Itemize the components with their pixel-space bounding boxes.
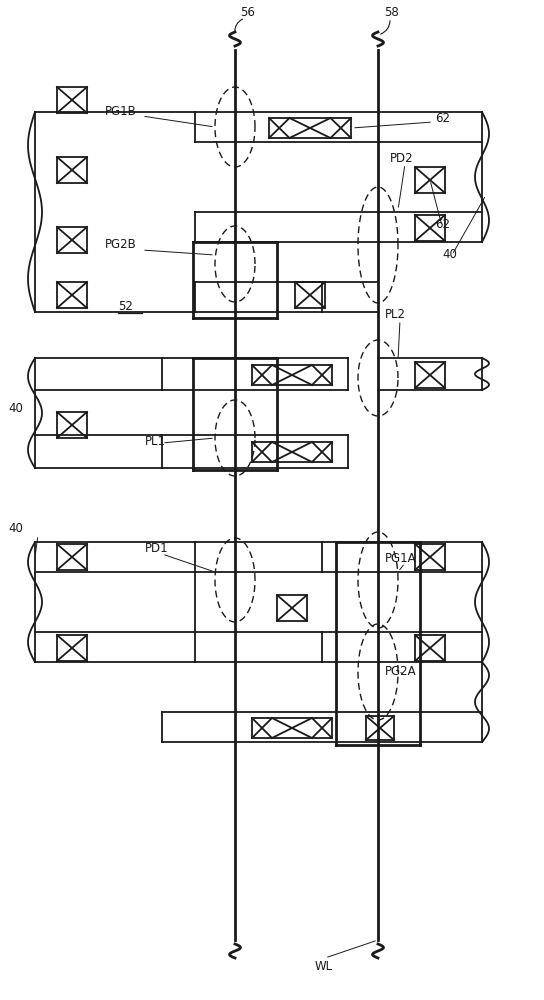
Bar bbox=[415, 362, 445, 388]
Bar bbox=[415, 167, 445, 193]
Bar bbox=[57, 282, 87, 308]
Bar bbox=[57, 157, 87, 183]
Text: PD2: PD2 bbox=[390, 152, 413, 165]
Text: 58: 58 bbox=[385, 6, 399, 19]
Text: 40: 40 bbox=[8, 402, 23, 415]
Bar bbox=[366, 716, 394, 740]
Bar bbox=[269, 118, 351, 138]
Bar bbox=[415, 215, 445, 241]
Text: 52: 52 bbox=[118, 300, 133, 313]
Bar bbox=[252, 442, 332, 462]
Bar bbox=[415, 635, 445, 661]
Bar bbox=[57, 87, 87, 113]
Bar bbox=[252, 365, 332, 385]
Bar bbox=[295, 282, 325, 308]
Text: PD1: PD1 bbox=[145, 542, 169, 555]
Bar bbox=[252, 718, 332, 738]
Bar bbox=[57, 544, 87, 570]
Text: PL2: PL2 bbox=[385, 308, 406, 321]
Text: 56: 56 bbox=[240, 6, 256, 19]
Bar bbox=[57, 635, 87, 661]
Text: 62: 62 bbox=[435, 112, 450, 125]
Text: 40: 40 bbox=[8, 522, 23, 535]
Text: 62: 62 bbox=[435, 218, 450, 231]
Text: PL1: PL1 bbox=[145, 435, 166, 448]
Text: PG1A: PG1A bbox=[385, 552, 417, 565]
Text: PG2B: PG2B bbox=[105, 238, 137, 251]
Text: WL: WL bbox=[315, 960, 333, 973]
Bar bbox=[277, 595, 307, 621]
Text: PG1B: PG1B bbox=[105, 105, 137, 118]
Bar bbox=[57, 227, 87, 253]
Bar bbox=[57, 412, 87, 438]
Text: PG2A: PG2A bbox=[385, 665, 417, 678]
Text: 40: 40 bbox=[442, 248, 457, 261]
Bar bbox=[415, 544, 445, 570]
